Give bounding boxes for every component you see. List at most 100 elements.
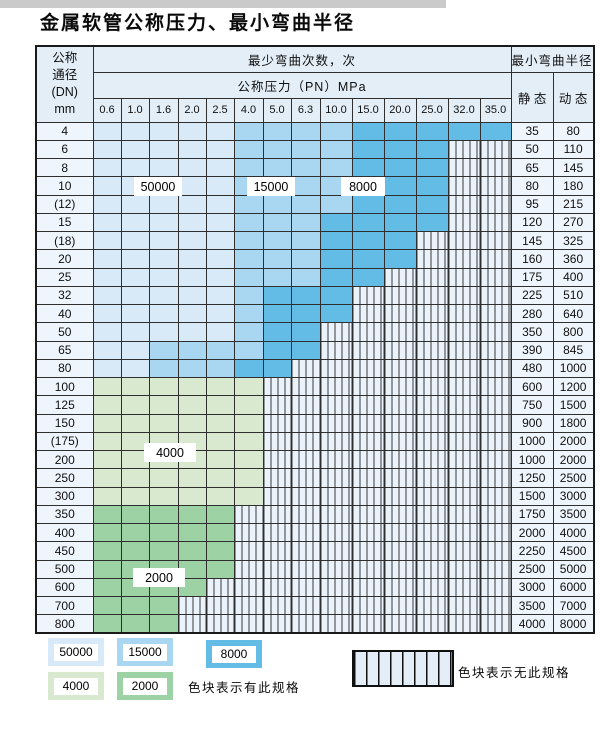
zone-cell — [290, 285, 321, 306]
zone-cell — [177, 504, 207, 525]
table-row: 800 4000 8000 — [35, 614, 595, 634]
zone-cell — [262, 139, 292, 160]
pressure-col-header: 32.0 — [447, 97, 481, 123]
table-row: 10 80 180 — [35, 176, 595, 196]
pressure-col-header: 1.0 — [120, 97, 150, 123]
zone-cell — [290, 249, 321, 269]
static-column-header: 静 态 — [510, 71, 554, 123]
no-spec-cell — [415, 559, 449, 579]
zone-cell — [148, 468, 179, 488]
zone-cell — [415, 157, 449, 178]
table-row: 80 480 1000 — [35, 358, 595, 379]
zone-cell — [148, 121, 179, 141]
dn-cell: 300 — [35, 486, 94, 506]
zone-cell — [120, 413, 150, 433]
dynamic-value-cell: 3500 — [552, 504, 595, 525]
zone-cell — [351, 230, 385, 251]
dn-cell: 500 — [35, 559, 94, 579]
no-spec-cell — [351, 322, 385, 342]
min-bend-radius-header: 最小弯曲半径 — [510, 45, 595, 73]
zone-cell — [120, 194, 150, 214]
zone-cell — [262, 322, 292, 342]
table-row: (18) 145 325 — [35, 230, 595, 251]
static-value-cell: 35 — [510, 121, 554, 141]
dn-cell: (175) — [35, 431, 94, 452]
zone-value-label: 15000 — [247, 177, 295, 196]
no-spec-cell — [479, 176, 512, 196]
table-row: 4 35 80 — [35, 121, 595, 141]
no-spec-cell — [447, 486, 481, 506]
static-value-cell: 65 — [510, 157, 554, 178]
legend-swatch-label: 2000 — [123, 677, 167, 695]
no-spec-cell — [479, 230, 512, 251]
no-spec-cell — [479, 358, 512, 379]
no-spec-cell — [479, 157, 512, 178]
no-spec-cell — [290, 413, 321, 433]
zone-cell — [205, 541, 235, 561]
no-spec-cell — [479, 577, 512, 598]
table-row: 700 3500 7000 — [35, 595, 595, 616]
static-value-cell: 2000 — [510, 522, 554, 543]
zone-cell — [233, 395, 264, 415]
zone-cell — [120, 468, 150, 488]
page-title: 金属软管公称压力、最小弯曲半径 — [40, 13, 356, 34]
no-spec-cell — [262, 541, 292, 561]
no-spec-cell — [319, 358, 353, 379]
zone-cell — [290, 176, 321, 196]
zone-cell — [177, 194, 207, 214]
static-value-cell: 1000 — [510, 431, 554, 452]
zone-cell — [120, 267, 150, 287]
dynamic-value-cell: 640 — [552, 303, 595, 324]
zone-cell — [415, 212, 449, 233]
table-row: 250 1250 2500 — [35, 468, 595, 488]
zone-cell — [351, 249, 385, 269]
no-spec-cell — [415, 541, 449, 561]
zone-cell — [205, 176, 235, 196]
zone-cell — [92, 431, 122, 452]
dynamic-value-cell: 145 — [552, 157, 595, 178]
zone-cell — [205, 285, 235, 306]
no-spec-cell — [262, 468, 292, 488]
zone-cell — [233, 157, 264, 178]
zone-cell — [148, 139, 179, 160]
zone-cell — [120, 504, 150, 525]
dynamic-value-cell: 510 — [552, 285, 595, 306]
no-spec-cell — [351, 577, 385, 598]
static-value-cell: 350 — [510, 322, 554, 342]
no-spec-cell — [415, 285, 449, 306]
no-spec-cell — [383, 285, 417, 306]
no-spec-cell — [479, 522, 512, 543]
zone-cell — [233, 285, 264, 306]
dn-cell: 450 — [35, 541, 94, 561]
no-spec-cell — [233, 614, 264, 634]
static-value-cell: 1250 — [510, 468, 554, 488]
zone-value-label: 2000 — [133, 568, 185, 587]
zone-cell — [383, 194, 417, 214]
dynamic-value-cell: 1200 — [552, 376, 595, 397]
table-row: 600 3000 6000 — [35, 577, 595, 598]
no-spec-cell — [479, 303, 512, 324]
dynamic-value-cell: 270 — [552, 212, 595, 233]
zone-cell — [383, 139, 417, 160]
zone-cell — [205, 212, 235, 233]
zone-cell — [205, 230, 235, 251]
zone-cell — [120, 249, 150, 269]
no-spec-cell — [415, 595, 449, 616]
dn-cell: 350 — [35, 504, 94, 525]
no-spec-cell — [319, 376, 353, 397]
dynamic-value-cell: 2000 — [552, 449, 595, 470]
zone-cell — [120, 139, 150, 160]
pressure-col-header: 10.0 — [319, 97, 353, 123]
no-spec-cell — [262, 559, 292, 579]
no-spec-cell — [205, 577, 235, 598]
zone-cell — [148, 194, 179, 214]
table-row: 25 175 400 — [35, 267, 595, 287]
zone-cell — [148, 340, 179, 360]
zone-cell — [290, 230, 321, 251]
zone-cell — [319, 194, 353, 214]
no-spec-cell — [290, 431, 321, 452]
no-spec-cell — [262, 376, 292, 397]
table-row: 100 600 1200 — [35, 376, 595, 397]
zone-cell — [233, 194, 264, 214]
no-spec-cell — [447, 522, 481, 543]
